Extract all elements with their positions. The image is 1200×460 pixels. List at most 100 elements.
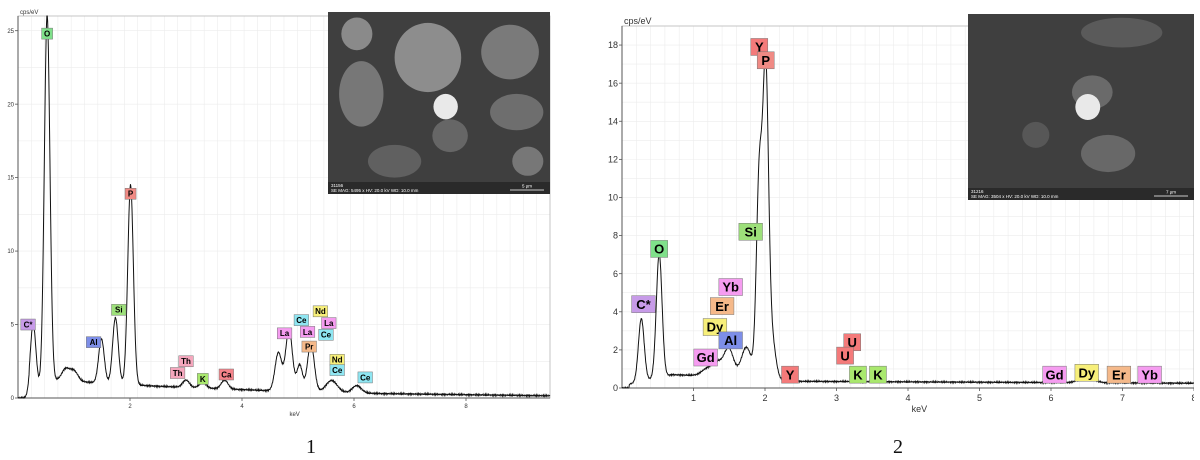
element-label: Gd xyxy=(1042,365,1067,384)
element-label: P xyxy=(756,51,775,70)
element-label: Pr xyxy=(301,340,317,353)
element-label-box xyxy=(1042,365,1067,384)
element-label-box xyxy=(869,365,887,384)
element-label: La xyxy=(299,326,316,338)
x-tick-label: 6 xyxy=(1048,393,1053,403)
element-label-text: O xyxy=(44,30,50,39)
element-label: C* xyxy=(631,295,656,313)
sem-grain xyxy=(394,22,462,93)
element-label-text: Nd xyxy=(315,307,326,316)
sem-info-bar xyxy=(968,188,1194,200)
element-label: Er xyxy=(1106,365,1132,384)
element-label-text: Y xyxy=(755,40,764,55)
element-label-text: Al xyxy=(724,333,737,348)
element-label-text: Er xyxy=(715,299,729,314)
element-label-text: Yb xyxy=(1141,367,1158,382)
sem-bright-grain xyxy=(1075,93,1101,121)
element-label-text: K xyxy=(200,375,206,384)
element-label-text: Ce xyxy=(360,373,371,382)
x-tick-label: 1 xyxy=(691,393,696,403)
y-tick-label: 0 xyxy=(11,396,15,402)
element-label-text: La xyxy=(280,329,290,338)
element-label-box xyxy=(631,295,656,313)
element-label: C* xyxy=(20,318,36,331)
x-tick-label: 2 xyxy=(762,393,767,403)
element-label: Ce xyxy=(357,371,373,384)
element-label-text: O xyxy=(654,242,664,257)
element-label-text: Th xyxy=(173,369,183,378)
element-label-box xyxy=(1074,364,1099,382)
y-axis-label: cps/eV xyxy=(624,16,652,26)
element-label: Dy xyxy=(702,318,728,336)
element-label-text: La xyxy=(324,319,334,328)
x-axis-label: keV xyxy=(912,404,928,414)
element-label-box xyxy=(178,355,194,368)
y-tick-label: 25 xyxy=(7,29,14,35)
element-label-text: Dy xyxy=(707,320,724,335)
element-label-text: Er xyxy=(1112,367,1126,382)
element-label-text: U xyxy=(848,335,857,350)
y-tick-label: 5 xyxy=(11,323,15,329)
sem-info-bar xyxy=(328,182,550,194)
element-label-box xyxy=(329,364,345,376)
sem-grain xyxy=(432,119,468,153)
element-label-box xyxy=(718,278,743,296)
sem-image-info: SE MAG: 5495 x HV: 20.0 kV WD: 10.0 mm xyxy=(331,188,419,193)
element-label: Ce xyxy=(318,329,334,341)
x-tick-label: 8 xyxy=(1191,393,1194,403)
element-label-box xyxy=(702,318,728,336)
element-label-box xyxy=(124,188,137,200)
y-axis-label: cps/eV xyxy=(20,10,38,16)
element-label-text: Ca xyxy=(221,370,232,379)
element-label: K xyxy=(197,373,209,385)
y-tick-label: 2 xyxy=(613,345,618,355)
x-tick-label: 6 xyxy=(352,404,356,410)
sem-image-id: 31216 xyxy=(971,189,984,194)
element-label-text: C* xyxy=(636,297,651,312)
element-label-box xyxy=(738,223,763,241)
element-label: Gd xyxy=(693,348,718,367)
element-label: Th xyxy=(178,355,194,368)
element-label-box xyxy=(277,327,293,340)
element-label-text: Yb xyxy=(722,280,739,295)
element-label: Ce xyxy=(329,364,345,376)
element-label-box xyxy=(693,348,718,367)
sem-grain xyxy=(1081,134,1136,173)
sem-grain xyxy=(481,24,539,80)
sem-grain xyxy=(1081,17,1163,48)
element-label-box xyxy=(86,336,102,348)
element-label-text: Y xyxy=(786,367,795,382)
element-label: K xyxy=(869,365,887,384)
element-label-text: Al xyxy=(90,338,98,347)
element-label-text: Si xyxy=(115,306,123,315)
element-label-box xyxy=(836,346,854,365)
element-label-text: Dy xyxy=(1078,365,1095,380)
element-label: Er xyxy=(710,297,735,315)
sem-scale-bar-label: 5 µm xyxy=(522,184,532,189)
element-label-box xyxy=(41,27,53,40)
element-label: O xyxy=(41,27,53,40)
spectrum-panel-2: 02468101214161812345678cps/eVkeV31216SE … xyxy=(600,8,1194,418)
element-label-box xyxy=(756,51,775,70)
x-tick-label: 7 xyxy=(1120,393,1125,403)
element-label: Al xyxy=(718,331,743,350)
element-label-box xyxy=(718,331,743,350)
sem-bright-grain xyxy=(433,93,458,120)
spectrum-line xyxy=(17,15,551,399)
element-label-text: Ce xyxy=(332,366,343,375)
element-label-text: P xyxy=(761,53,770,68)
element-label-box xyxy=(111,304,127,316)
element-label: Nd xyxy=(312,305,328,318)
y-tick-label: 16 xyxy=(608,78,618,88)
element-label: Ce xyxy=(293,314,309,326)
element-label: Yb xyxy=(1137,365,1162,384)
element-label-text: Ce xyxy=(321,331,332,340)
element-label: Al xyxy=(86,336,102,348)
element-label-box xyxy=(849,365,867,384)
panel-label-1: 1 xyxy=(306,436,316,458)
sem-grain xyxy=(490,93,544,131)
sem-grain xyxy=(512,146,544,176)
